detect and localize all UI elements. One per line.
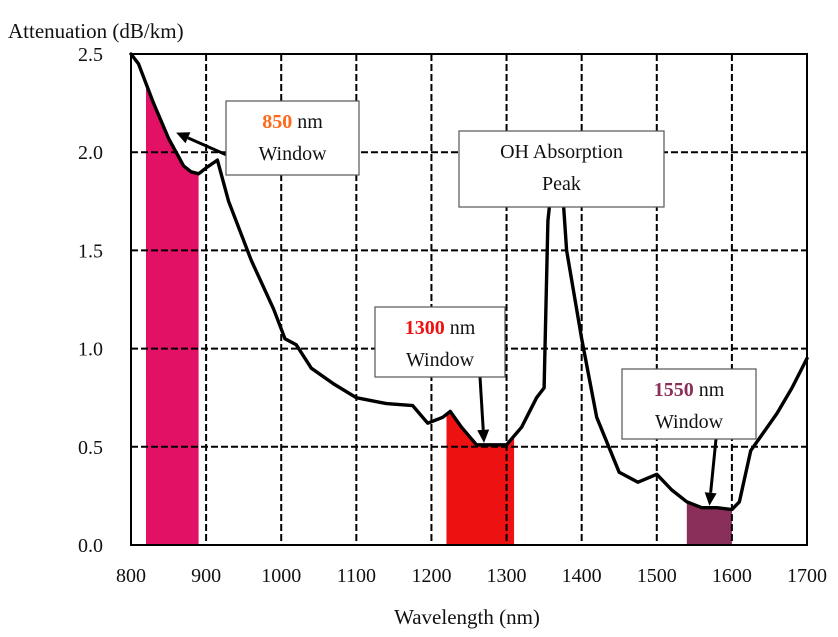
x-tick-label: 1400 xyxy=(562,565,602,587)
annotation-text: Window xyxy=(655,411,724,433)
x-tick-label: 1500 xyxy=(637,565,677,587)
x-tick-label: 900 xyxy=(191,565,221,587)
y-tick-label: 0.5 xyxy=(78,437,103,459)
y-tick-label: 0.0 xyxy=(78,535,103,557)
x-tick-label: 1700 xyxy=(787,565,827,587)
y-tick-label: 1.0 xyxy=(78,339,103,361)
annotation-arrowhead xyxy=(477,429,490,443)
x-axis-title: Wavelength (nm) xyxy=(394,605,540,629)
annotation-arrow xyxy=(709,438,718,493)
attenuation-curve xyxy=(129,52,809,512)
plot-frame xyxy=(130,53,808,546)
y-tick-label: 2.5 xyxy=(78,44,103,66)
x-tick-label: 1200 xyxy=(411,565,451,587)
annotation-text: OH Absorption xyxy=(500,141,623,163)
annotation-box xyxy=(621,368,757,440)
attenuation-curve-group xyxy=(129,52,809,512)
x-tick-labels: 800 900 1000 1100 1200 1300 1400 1500 1600 1700 xyxy=(116,565,827,587)
y-tick-label: 2.0 xyxy=(78,142,103,164)
annotation-arrowhead xyxy=(704,492,717,506)
window-region-1 xyxy=(146,83,199,545)
x-tick-label: 1600 xyxy=(712,565,752,587)
y-tick-labels: 0.0 0.5 1.0 1.5 2.0 2.5 xyxy=(78,44,103,557)
annotation-text: 1300 nm xyxy=(405,317,476,339)
annotation-text: Window xyxy=(406,349,475,371)
annotation-text: 1550 nm xyxy=(654,379,725,401)
annotation-text: Window xyxy=(258,143,327,165)
y-tick-label: 1.5 xyxy=(78,240,103,262)
window-region-3 xyxy=(686,501,732,545)
annotation-box xyxy=(374,306,506,378)
annotation-box xyxy=(225,100,360,176)
x-tick-label: 1100 xyxy=(337,565,376,587)
annotation-arrow xyxy=(478,376,485,430)
y-axis-title: Attenuation (dB/km) xyxy=(8,19,184,43)
x-tick-label: 800 xyxy=(116,565,146,587)
annotation-text: 850 nm xyxy=(262,111,323,133)
x-tick-label: 1000 xyxy=(261,565,301,587)
annotation-arrowhead xyxy=(176,132,191,144)
annotation-text: Peak xyxy=(542,173,581,195)
annotation-box xyxy=(458,130,665,208)
x-tick-label: 1300 xyxy=(487,565,527,587)
annotations: 850 nm Window OH Absorption Peak 1300 nm Wind… xyxy=(176,100,757,506)
